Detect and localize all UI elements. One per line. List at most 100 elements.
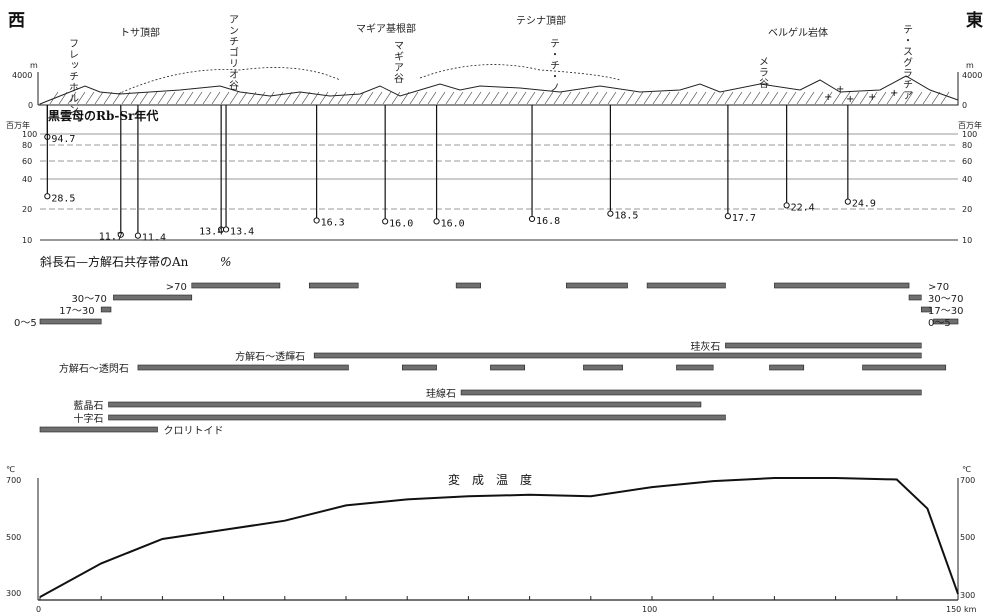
age-unit-right: 百万年: [958, 120, 982, 130]
mineral-bar: [490, 364, 526, 371]
elev-tick-4000-left: 4000: [12, 71, 32, 80]
age-sample-label: 11.7: [99, 232, 123, 243]
age-sample-point: [222, 226, 230, 233]
temp-tick-300-left: 300: [6, 589, 21, 598]
mineral-label: 珪線石: [426, 387, 456, 400]
age-sample-point: [117, 231, 124, 238]
elevation-axis-right: m 4000 0: [957, 61, 982, 110]
mineral-bar: [725, 342, 922, 349]
mineral-bar: [402, 364, 437, 371]
mineral-label: 珪灰石: [690, 340, 720, 353]
age-tick-left: 40: [22, 175, 32, 184]
an-zone-label: 0～5: [14, 318, 37, 329]
age-tick-right: 80: [962, 141, 972, 150]
place-labels: フレッチホルン トサ頂部 アンチゴリオ谷 マギア基根部 マギア谷 テシナ頂部 テ…: [67, 14, 913, 115]
an-zone-label-right: 30～70: [928, 294, 963, 305]
mineral-bar: [583, 364, 623, 371]
an-bar: [774, 282, 910, 289]
elev-unit-left: m: [30, 61, 38, 70]
mineral-bar: [108, 401, 702, 408]
place-mera: メラ谷: [757, 56, 769, 89]
age-sample-point: [433, 218, 440, 225]
an-bar: [308, 282, 359, 289]
temp-tick-700-right: 700: [960, 476, 975, 485]
svg-text:+: +: [824, 92, 832, 103]
place-maggia-valley: マギア谷: [392, 40, 404, 84]
an-zone-label-right: 0～5: [928, 318, 951, 329]
mineral-label: 十字石: [74, 412, 104, 425]
age-sample-label: 16.0: [389, 218, 413, 229]
mineral-bar: [769, 364, 805, 371]
temperature-axis-right: ℃ 700 500 300: [960, 465, 975, 600]
temperature-title: 変 成 温 度: [448, 472, 532, 487]
elev-unit-right: m: [966, 61, 974, 70]
an-bar: [566, 282, 628, 289]
temp-unit-left: ℃: [6, 465, 15, 474]
an-bar: [933, 318, 959, 325]
place-antigorio: アンチゴリオ谷: [227, 14, 239, 91]
svg-text:+: +: [868, 92, 876, 103]
west-label: 西: [8, 11, 25, 31]
age-tick-left: 100: [22, 130, 37, 139]
x-unit-km: km: [964, 605, 977, 614]
age-sample-point: [783, 202, 790, 209]
an-zone-label-right: 17～30: [928, 306, 963, 317]
age-tick-right: 60: [962, 157, 972, 166]
temp-unit-right: ℃: [962, 465, 971, 474]
age-sample-label: 16.0: [441, 218, 465, 229]
temp-tick-300-right: 300: [960, 591, 975, 600]
age-sample-label: 16.8: [536, 216, 560, 227]
age-sample-point: [528, 215, 536, 223]
place-tosa: トサ頂部: [120, 26, 160, 39]
bergell-crosses: + + + ++: [824, 84, 898, 105]
age-tick-left: 60: [22, 157, 32, 166]
age-sample-point: [134, 232, 142, 239]
age-sample-label: 17.7: [732, 213, 756, 224]
temperature-line: [39, 477, 959, 598]
temp-tick-500-left: 500: [6, 533, 21, 542]
age-tick-right: 20: [962, 205, 972, 214]
age-sample-point: [607, 210, 614, 217]
svg-text:+: +: [836, 84, 844, 95]
an-zone-label-right: >70: [928, 282, 949, 293]
x-tick-150: 150: [946, 605, 961, 614]
mineral-bar: [862, 364, 947, 371]
an-title: 斜長石—方解石共存帯のAn: [40, 254, 189, 269]
an-bar: [455, 282, 481, 289]
place-ticino-top: テシナ頂部: [516, 14, 566, 27]
east-label: 東: [966, 10, 983, 31]
mineral-label: 方解石～透輝石: [235, 350, 305, 363]
age-tick-right: 40: [962, 175, 972, 184]
age-sample-label: 28.5: [51, 193, 75, 204]
temperature-axis-left: ℃ 700 500 300: [6, 465, 21, 598]
an-bar: [39, 318, 102, 325]
elev-tick-0-right: 0: [962, 101, 967, 110]
age-tick-right: 10: [962, 236, 972, 245]
age-sample-label: 13.4: [199, 226, 223, 237]
age-tick-right: 100: [962, 130, 977, 139]
place-maggia-base: マギア基根部: [356, 22, 416, 35]
age-sample-label: 24.9: [852, 199, 876, 210]
temp-tick-700-left: 700: [6, 476, 21, 485]
elev-tick-0-left: 0: [28, 101, 33, 110]
an-title-suffix: %: [220, 255, 231, 269]
elevation-axis-left: m 4000 0: [12, 61, 39, 110]
temperature-curve: [39, 477, 959, 598]
age-chart-title: 黒雲母のRb-Sr年代: [48, 108, 158, 123]
x-tick-100: 100: [642, 605, 657, 614]
an-bar: [113, 294, 193, 301]
age-tick-left: 80: [22, 141, 32, 150]
mineral-bar: [676, 364, 714, 371]
svg-text:+: +: [846, 94, 854, 105]
mineral-bar: [137, 364, 349, 371]
age-sample-point: [844, 198, 851, 205]
age-sample-label: 16.3: [321, 217, 345, 228]
elev-tick-4000-right: 4000: [962, 71, 982, 80]
place-bergell: ベルゲル岩体: [768, 26, 828, 39]
age-sample-point: [382, 218, 389, 225]
x-tick-0: 0: [36, 605, 41, 614]
age-tick-left: 10: [22, 236, 32, 245]
an-bar: [908, 294, 922, 301]
age-unit-left: 百万年: [6, 120, 30, 130]
